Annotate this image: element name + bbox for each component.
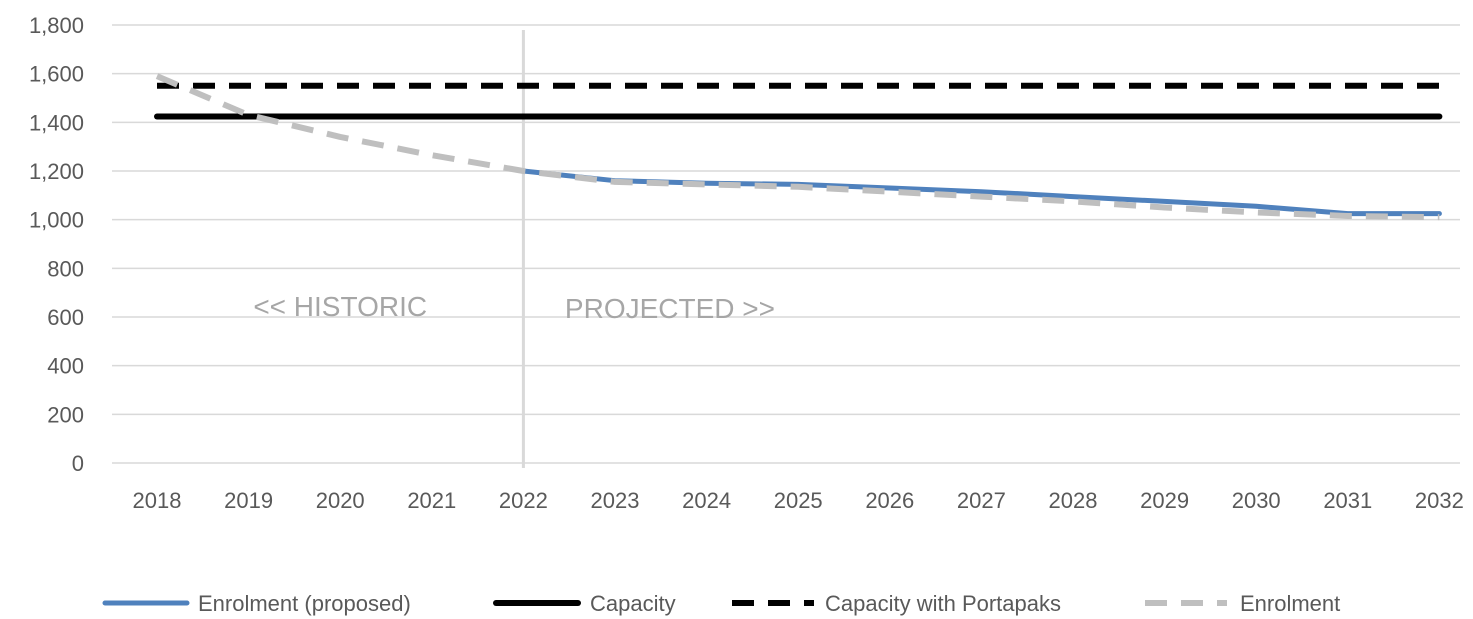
annotation-layer: << HISTORIC PROJECTED >>	[253, 291, 775, 324]
legend: Enrolment (proposed) Capacity Capacity wit…	[102, 591, 1340, 616]
x-tick-label: 2022	[499, 488, 548, 513]
x-tick-label: 2023	[591, 488, 640, 513]
x-tick-label: 2030	[1232, 488, 1281, 513]
x-tick-label: 2026	[865, 488, 914, 513]
annotation-label: << HISTORIC	[253, 291, 427, 322]
x-tick-label: 2029	[1140, 488, 1189, 513]
y-tick-label: 1,800	[29, 13, 84, 38]
legend-label-capacity: Capacity	[590, 591, 676, 616]
y-tick-label: 800	[47, 256, 84, 281]
y-tick-label: 1,600	[29, 62, 84, 87]
x-tick-label: 2025	[774, 488, 823, 513]
x-axis-ticks: 2018 2019 2020 2021 2022 2023 2024 2025 2026 2027…	[133, 488, 1464, 513]
y-tick-label: 600	[47, 305, 84, 330]
grid-layer	[112, 24, 1460, 464]
y-tick-label: 1,400	[29, 110, 84, 135]
series-layer	[154, 73, 1443, 221]
x-tick-label: 2020	[316, 488, 365, 513]
legend-label-capacity-with-portapaks: Capacity with Portapaks	[825, 591, 1061, 616]
x-tick-label: 2032	[1415, 488, 1464, 513]
y-tick-label: 1,000	[29, 208, 84, 233]
y-tick-label: 0	[72, 451, 84, 476]
legend-label-enrolment: Enrolment	[1240, 591, 1340, 616]
y-tick-label: 400	[47, 354, 84, 379]
y-tick-label: 1,200	[29, 159, 84, 184]
x-tick-label: 2021	[407, 488, 456, 513]
x-tick-label: 2018	[133, 488, 182, 513]
x-tick-label: 2024	[682, 488, 731, 513]
x-tick-label: 2028	[1049, 488, 1098, 513]
y-axis-ticks: 0 200 400 600 800 1,000 1,200 1,400 1,600 1,800	[29, 13, 84, 476]
series-line-enrolment-proposed	[520, 168, 1442, 217]
x-tick-label: 2031	[1323, 488, 1372, 513]
x-tick-label: 2027	[957, 488, 1006, 513]
legend-label-enrolment-proposed: Enrolment (proposed)	[198, 591, 411, 616]
annotation-label: PROJECTED >>	[565, 293, 775, 324]
y-tick-label: 200	[47, 402, 84, 427]
x-tick-label: 2019	[224, 488, 273, 513]
series-line-enrolment	[155, 73, 1440, 221]
